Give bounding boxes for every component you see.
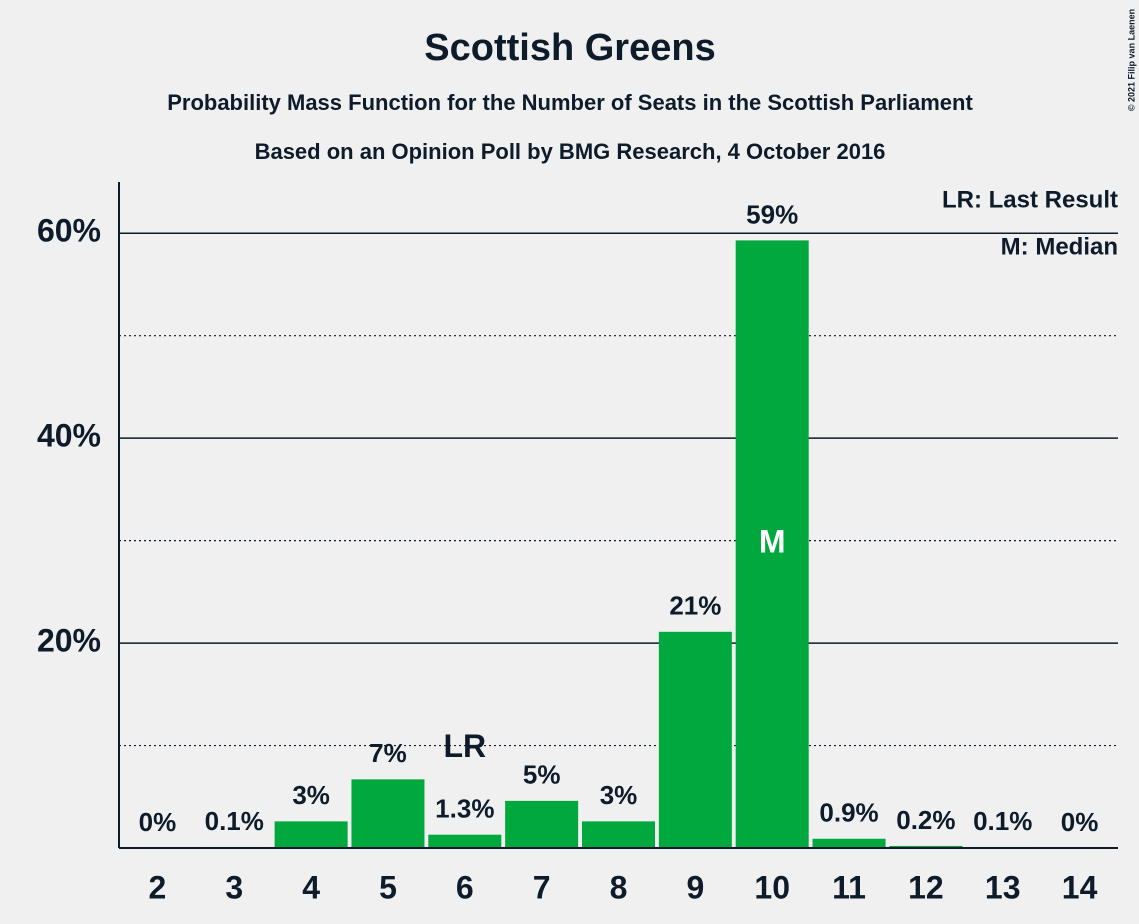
value-label: 3%: [292, 780, 330, 810]
bar: [428, 834, 502, 848]
value-label: 0.2%: [896, 805, 955, 835]
x-tick-label: 4: [302, 869, 320, 905]
legend-entry: LR: Last Result: [942, 186, 1118, 213]
value-label: 3%: [600, 780, 638, 810]
bar: [812, 838, 886, 848]
y-tick-label: 20%: [37, 623, 101, 659]
value-label: 1.3%: [435, 794, 494, 824]
chart-subtitle: Probability Mass Function for the Number…: [167, 90, 973, 115]
bar: [351, 779, 425, 848]
chart-title: Scottish Greens: [424, 27, 715, 69]
x-tick-label: 9: [686, 869, 704, 905]
value-label: 0.1%: [973, 806, 1032, 836]
value-label: 0%: [1061, 807, 1099, 837]
bar: [658, 631, 732, 848]
bar: [889, 845, 963, 848]
x-tick-label: 13: [985, 869, 1021, 905]
annotation: M: [759, 524, 786, 560]
value-label: 0.9%: [819, 798, 878, 828]
value-label: 5%: [523, 760, 561, 790]
x-tick-label: 10: [754, 869, 790, 905]
x-tick-label: 3: [225, 869, 243, 905]
value-label: 21%: [669, 591, 721, 621]
x-tick-label: 8: [610, 869, 628, 905]
y-tick-label: 40%: [37, 418, 101, 454]
x-tick-label: 6: [456, 869, 474, 905]
value-label: 59%: [746, 199, 798, 229]
value-label: 0%: [139, 807, 177, 837]
value-label: 7%: [369, 738, 407, 768]
bar: [581, 821, 656, 848]
copyright: © 2021 Filip van Laenen: [1126, 9, 1136, 111]
legend-entry: M: Median: [1001, 233, 1118, 260]
x-tick-label: 7: [533, 869, 551, 905]
x-tick-label: 5: [379, 869, 397, 905]
bar: [274, 821, 348, 848]
y-tick-label: 60%: [37, 213, 101, 249]
chart-subtitle: Based on an Opinion Poll by BMG Research…: [255, 139, 886, 164]
x-tick-label: 12: [908, 869, 944, 905]
x-tick-label: 2: [149, 869, 167, 905]
x-tick-label: 14: [1062, 869, 1098, 905]
x-tick-label: 11: [832, 869, 866, 905]
bar: [735, 240, 809, 848]
annotation: LR: [443, 728, 486, 764]
bar: [505, 800, 579, 848]
value-label: 0.1%: [205, 806, 264, 836]
